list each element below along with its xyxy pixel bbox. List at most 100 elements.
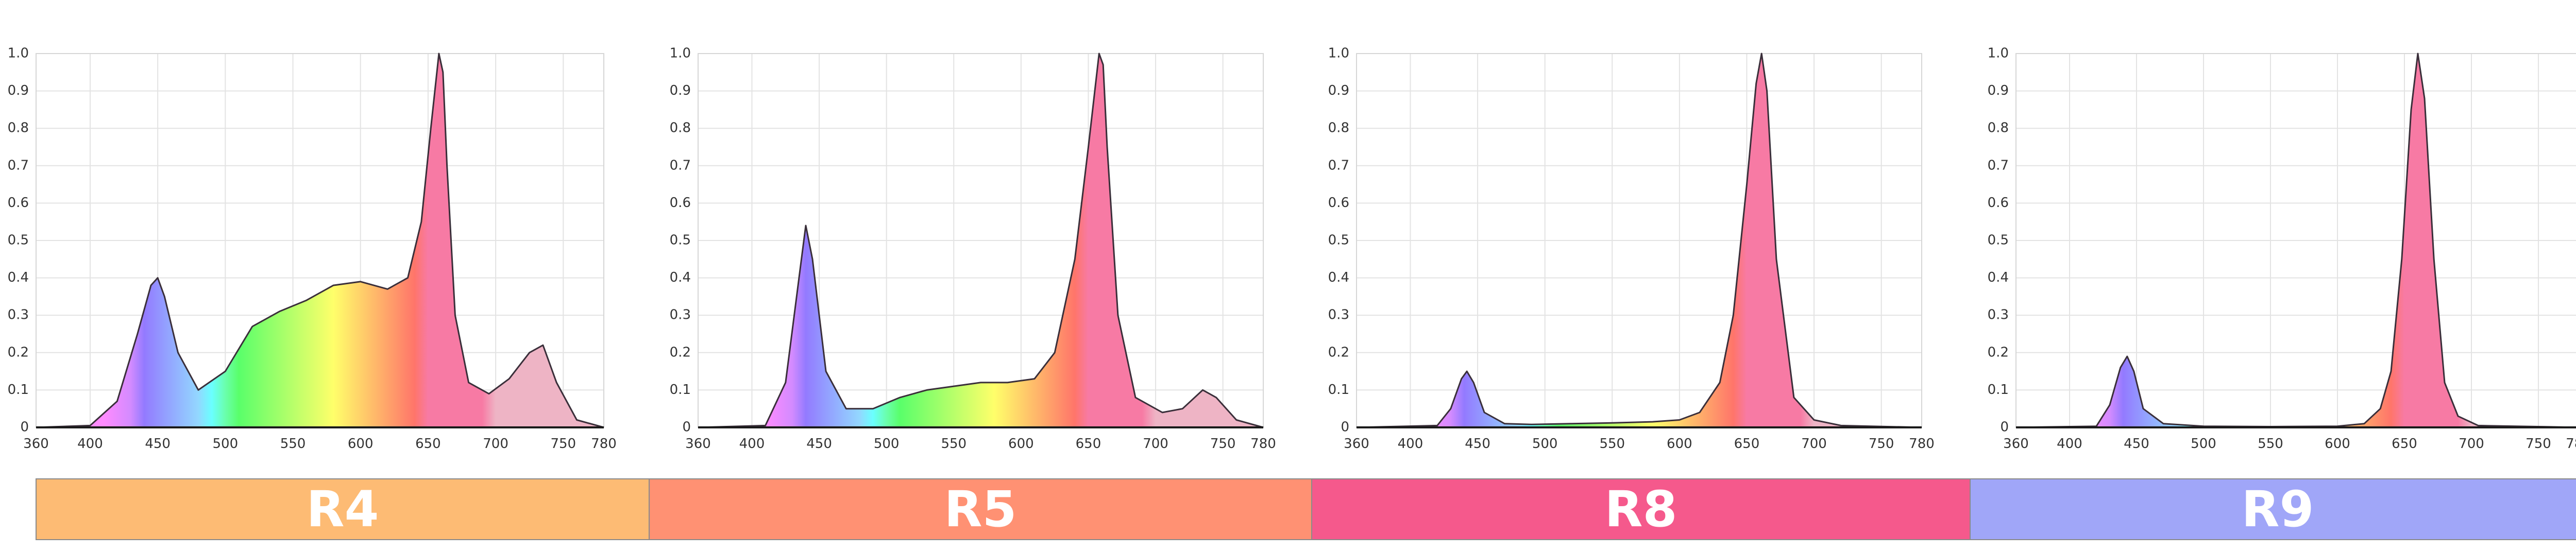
y-tick-label: 0.1 (1988, 382, 2009, 398)
x-tick-label: 600 (2325, 436, 2350, 452)
y-tick-label: 0 (2000, 420, 2009, 435)
y-tick-label: 0.1 (8, 382, 29, 398)
x-tick-label: 360 (2003, 436, 2029, 452)
x-tick-label: 780 (1250, 436, 1276, 452)
y-tick-label: 0.8 (8, 120, 29, 136)
spectrum-line (36, 53, 604, 428)
x-tick-label: 400 (1398, 436, 1423, 452)
y-tick-label: 0 (1341, 420, 1349, 435)
x-tick-label: 450 (145, 436, 171, 452)
y-tick-label: 0.8 (1328, 120, 1349, 136)
y-tick-label: 1.0 (1988, 46, 2009, 61)
x-tick-label: 400 (77, 436, 103, 452)
y-tick-label: 0.6 (670, 195, 691, 211)
y-tick-label: 0.5 (8, 233, 29, 248)
x-tick-label: 750 (550, 436, 576, 452)
y-tick-label: 0.5 (1988, 233, 2009, 248)
y-tick-label: 0.9 (1328, 83, 1349, 98)
y-tick-label: 0.3 (670, 307, 691, 323)
y-tick-label: 0 (682, 420, 691, 435)
y-tick-label: 0.7 (1328, 158, 1349, 173)
label-band-r4 (36, 478, 650, 540)
y-tick-label: 0.3 (8, 307, 29, 323)
series-label: R5 (944, 480, 1017, 538)
y-tick-label: 0.1 (1328, 382, 1349, 398)
grid (1356, 53, 1922, 428)
label-band-r8 (1311, 478, 1971, 540)
spectrum-line (2015, 53, 2576, 428)
x-tick-label: 500 (1532, 436, 1558, 452)
y-tick-label: 0.2 (1988, 344, 2009, 360)
x-tick-label: 700 (483, 436, 509, 452)
x-tick-label: 550 (280, 436, 306, 452)
x-tick-label: 780 (2566, 436, 2576, 452)
y-tick-label: 0.6 (1988, 195, 2009, 211)
x-tick-label: 360 (1344, 436, 1369, 452)
x-tick-label: 360 (23, 436, 49, 452)
y-tick-label: 0 (20, 420, 29, 435)
grid (2015, 53, 2576, 428)
y-tick-label: 0.9 (670, 83, 691, 98)
x-tick-label: 750 (1210, 436, 1236, 452)
x-tick-label: 500 (874, 436, 900, 452)
y-tick-label: 0.1 (670, 382, 691, 398)
y-tick-label: 0.5 (1328, 233, 1349, 248)
spectrum-area (1357, 54, 1922, 427)
x-tick-label: 700 (1143, 436, 1168, 452)
x-tick-label: 550 (2258, 436, 2283, 452)
spectrum-area (36, 54, 604, 427)
y-tick-label: 1.0 (670, 46, 691, 61)
x-tick-label: 550 (941, 436, 967, 452)
label-band-r9 (1970, 478, 2576, 540)
x-tick-label: 650 (1076, 436, 1101, 452)
x-tick-label: 750 (1869, 436, 1894, 452)
x-tick-label: 360 (685, 436, 711, 452)
x-tick-label: 780 (591, 436, 617, 452)
x-tick-label: 600 (1667, 436, 1692, 452)
y-tick-label: 0.9 (8, 83, 29, 98)
panel-r8: 0 0.1 0.2 0.3 0.4 0.5 0.6 0.7 0.8 0.9 1.0 360 400 450… (1311, 46, 1971, 540)
label-band-r5 (649, 478, 1312, 540)
x-tick-label: 650 (415, 436, 441, 452)
y-tick-label: 0.5 (670, 233, 691, 248)
x-tick-label: 700 (1801, 436, 1827, 452)
y-tick-label: 0.2 (8, 344, 29, 360)
spectrum-area (2016, 54, 2576, 427)
x-tick-label: 450 (806, 436, 832, 452)
y-tick-label: 0.9 (1988, 83, 2009, 98)
y-tick-label: 0.3 (1988, 307, 2009, 323)
series-label: R8 (1605, 480, 1677, 538)
y-tick-label: 0.2 (670, 344, 691, 360)
x-tick-label: 450 (2124, 436, 2149, 452)
x-tick-label: 780 (1909, 436, 1935, 452)
series-label: R9 (2242, 480, 2314, 538)
y-tick-label: 0.3 (1328, 307, 1349, 323)
spectrum-line (698, 53, 1264, 428)
x-tick-label: 550 (1599, 436, 1625, 452)
x-tick-label: 500 (2191, 436, 2216, 452)
grid (698, 53, 1264, 428)
x-tick-label: 650 (1734, 436, 1760, 452)
panel-r9: 0 0.1 0.2 0.3 0.4 0.5 0.6 0.7 0.8 0.9 1.0 360 400 450… (1970, 46, 2576, 540)
x-tick-label: 700 (2459, 436, 2484, 452)
y-tick-label: 0.8 (670, 120, 691, 136)
x-tick-label: 450 (1465, 436, 1490, 452)
y-tick-label: 0.7 (670, 158, 691, 173)
series-label: R4 (307, 480, 379, 538)
x-tick-label: 400 (2057, 436, 2082, 452)
y-tick-label: 0.7 (1988, 158, 2009, 173)
panel-r5: 0 0.1 0.2 0.3 0.4 0.5 0.6 0.7 0.8 0.9 1.0 360 400 450… (649, 46, 1312, 540)
y-tick-label: 0.4 (8, 270, 29, 285)
y-tick-label: 0.8 (1988, 120, 2009, 136)
y-tick-label: 0.4 (1988, 270, 2009, 285)
x-tick-label: 400 (739, 436, 765, 452)
y-tick-label: 0.2 (1328, 344, 1349, 360)
x-tick-label: 600 (1008, 436, 1034, 452)
x-tick-label: 750 (2526, 436, 2551, 452)
spectrum-line (1356, 53, 1922, 428)
y-tick-label: 0.4 (1328, 270, 1349, 285)
y-tick-label: 0.7 (8, 158, 29, 173)
y-tick-label: 0.4 (670, 270, 691, 285)
x-tick-label: 500 (213, 436, 239, 452)
